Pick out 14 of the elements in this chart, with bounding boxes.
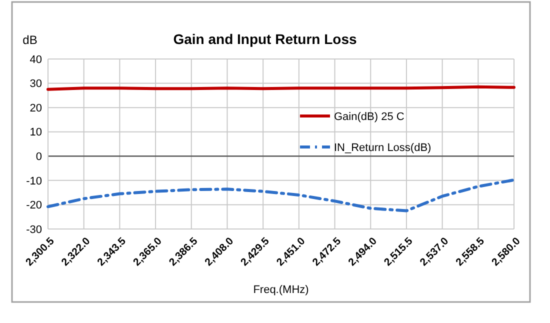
y-tick-label: -10 [26,175,42,188]
legend-label: Gain(dB) 25 C [334,110,404,123]
x-axis-title: Freq.(MHz) [253,284,309,296]
legend-label: IN_Return Loss(dB) [334,142,432,154]
y-tick-label: 0 [36,150,42,163]
line-series [46,178,516,212]
y-tick-label: 30 [30,78,42,90]
y-axis-title: dB [22,33,38,47]
y-tick-label: 40 [30,54,42,66]
y-tick-label: -30 [26,224,42,236]
y-tick-label: 20 [30,102,42,114]
chart-title: Gain and Input Return Loss [173,31,357,47]
y-tick-label: -20 [26,200,42,212]
y-tick-label: 10 [30,126,42,139]
